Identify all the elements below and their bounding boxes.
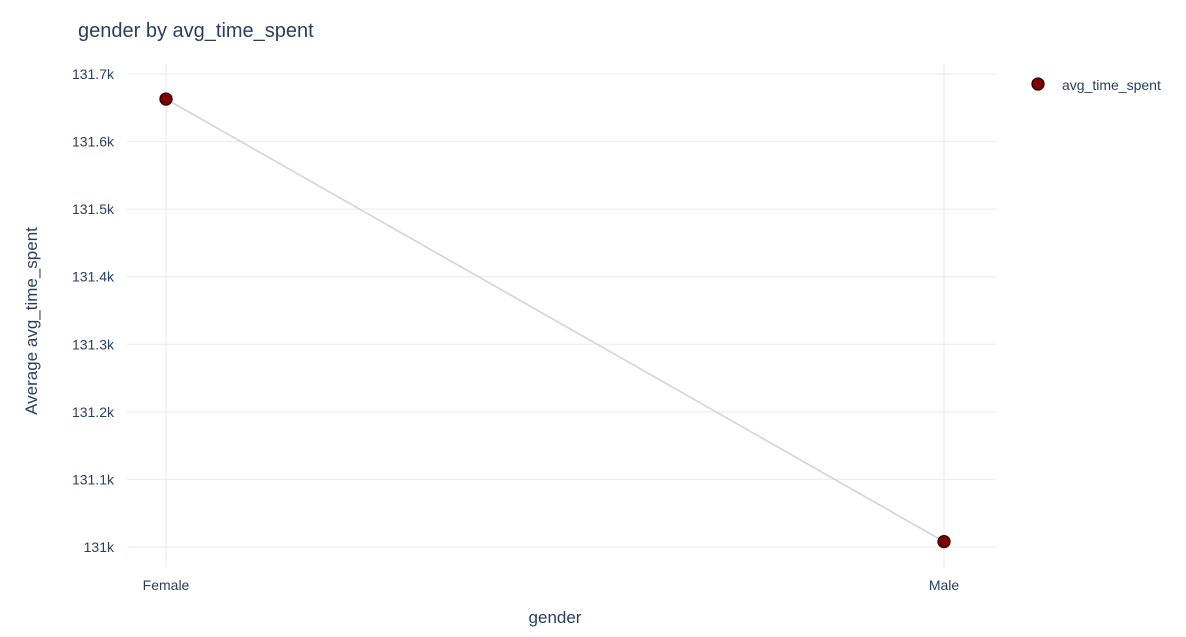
y-tick-label: 131.3k bbox=[72, 336, 115, 352]
y-tick-label: 131.4k bbox=[72, 269, 115, 285]
y-tick-label: 131.5k bbox=[72, 201, 115, 217]
legend-marker bbox=[1031, 77, 1045, 91]
plot-area bbox=[159, 92, 951, 549]
legend-label: avg_time_spent bbox=[1062, 77, 1161, 93]
y-axis-ticks: 131k 131.1k 131.2k 131.3k 131.4k 131.5k 131.6k… bbox=[72, 66, 115, 555]
x-tick-label: Male bbox=[929, 577, 960, 593]
y-tick-label: 131.2k bbox=[72, 404, 115, 420]
y-axis-title: Average avg_time_spent bbox=[22, 227, 41, 415]
data-point bbox=[937, 534, 951, 549]
chart-title: gender by avg_time_spent bbox=[78, 20, 314, 42]
y-tick-label: 131.1k bbox=[72, 471, 115, 487]
x-axis-title: gender bbox=[529, 608, 582, 627]
x-tick-label: Female bbox=[143, 577, 190, 593]
grid-lines bbox=[127, 64, 996, 567]
y-tick-label: 131k bbox=[84, 539, 115, 555]
x-axis-ticks: Female Male bbox=[143, 577, 960, 593]
legend[interactable]: avg_time_spent bbox=[1031, 77, 1161, 93]
series-line bbox=[165, 98, 945, 543]
data-point bbox=[159, 92, 173, 106]
y-tick-label: 131.6k bbox=[72, 134, 115, 150]
y-tick-label: 131.7k bbox=[72, 66, 115, 82]
